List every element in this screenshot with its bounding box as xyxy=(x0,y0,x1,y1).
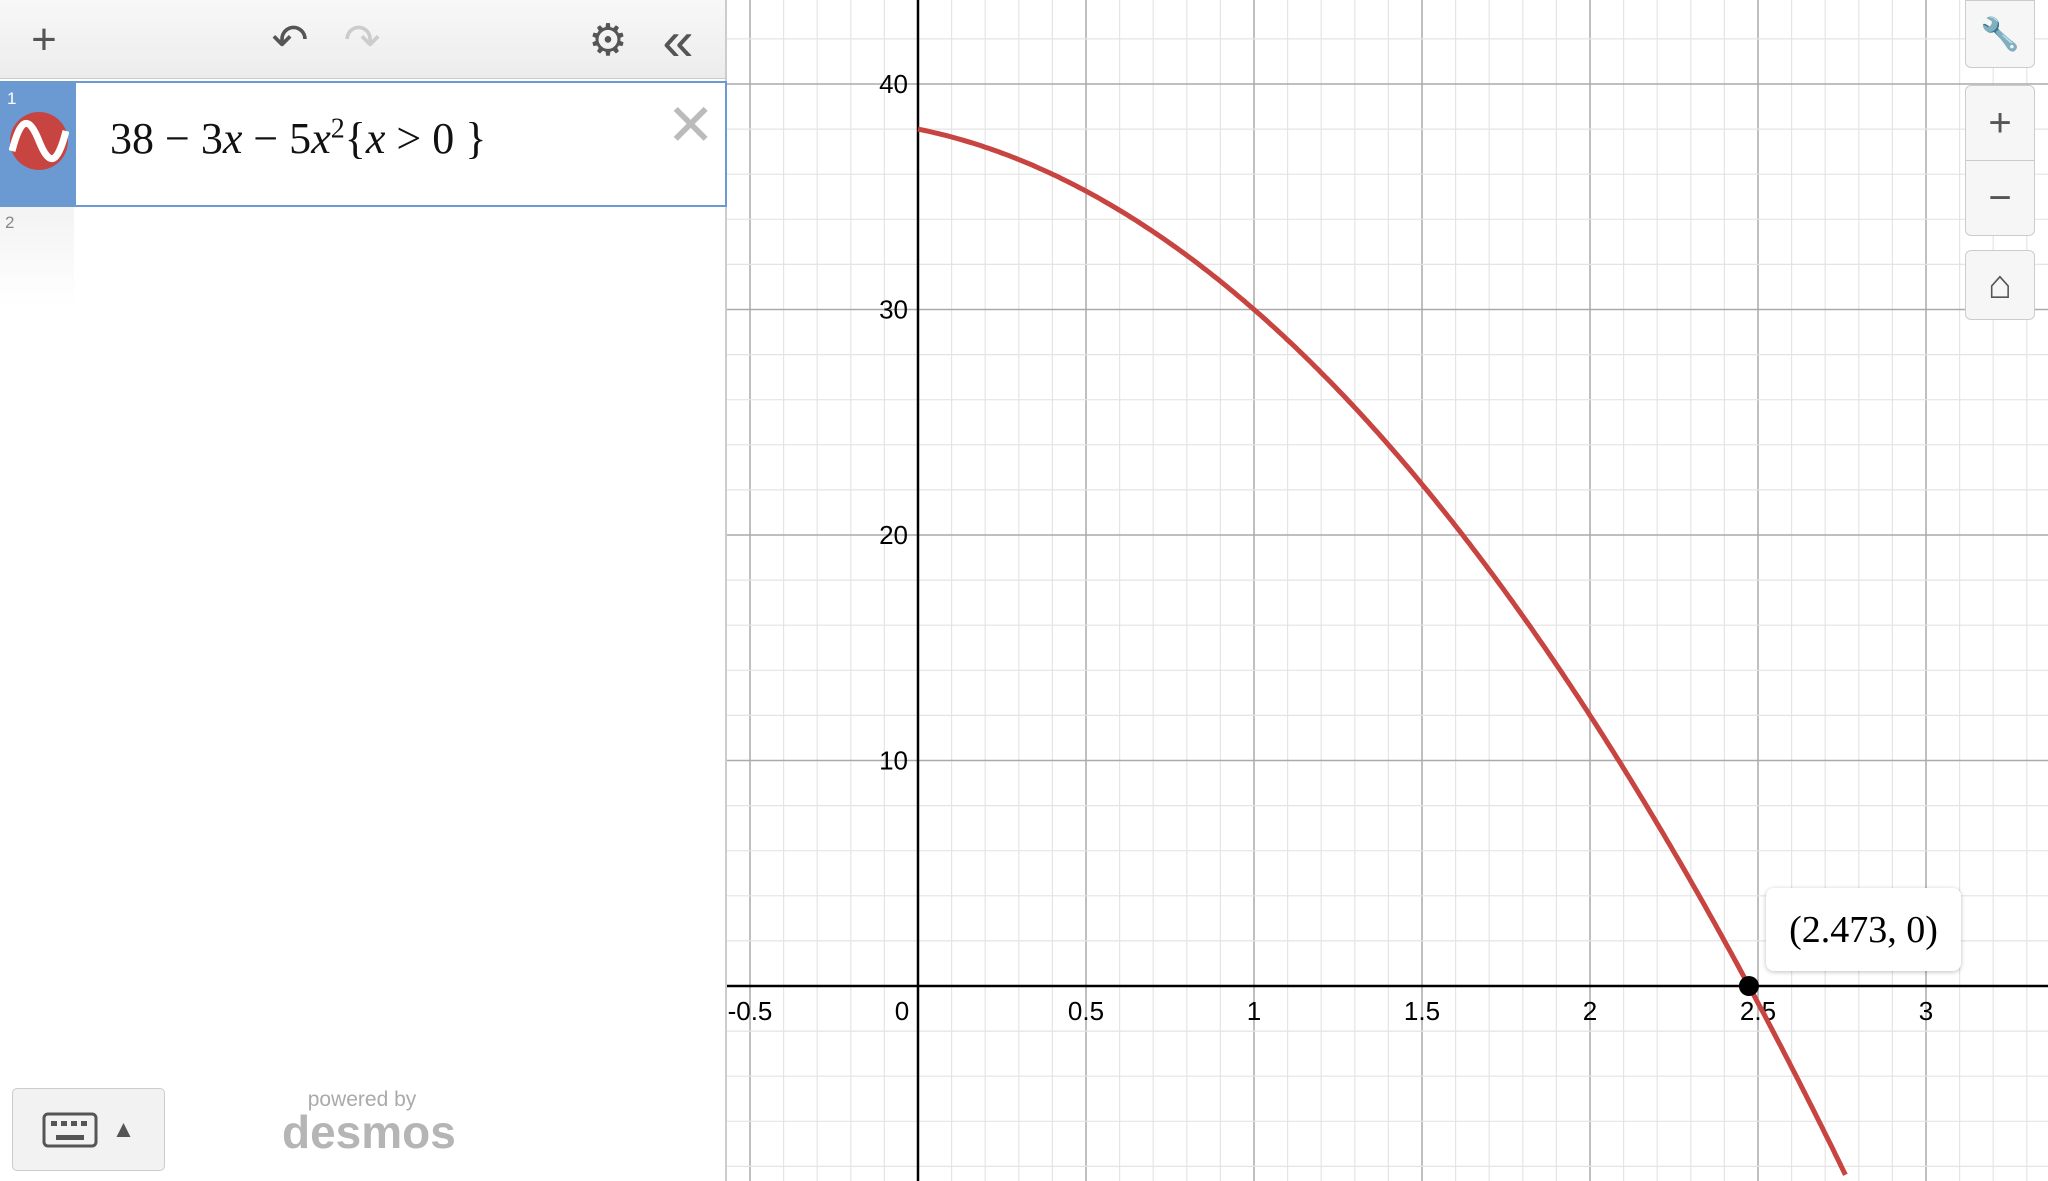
collapse-panel-button[interactable]: « xyxy=(650,9,706,72)
expr-text: { xyxy=(344,114,366,163)
plus-icon: + xyxy=(1988,100,2012,145)
sine-wave-icon[interactable] xyxy=(9,111,69,171)
desmos-logo[interactable]: powered by desmos xyxy=(282,1088,456,1158)
redo-icon: ↷ xyxy=(343,15,381,65)
graph-settings-button[interactable]: 🔧 xyxy=(1965,0,2035,68)
expression-index: 2 xyxy=(5,213,15,232)
expr-text: 38 − 3 xyxy=(110,114,223,163)
keyboard-icon xyxy=(42,1112,98,1147)
expr-text: > 0 } xyxy=(385,114,487,163)
undo-icon: ↶ xyxy=(271,15,309,65)
x-tick-label: -0.5 xyxy=(728,996,773,1026)
wrench-icon: 🔧 xyxy=(1980,16,2020,52)
x-tick-label: 2 xyxy=(1583,996,1597,1026)
keyboard-toggle-button[interactable]: ▲ xyxy=(12,1088,165,1171)
expr-var: x xyxy=(222,114,243,163)
redo-button[interactable]: ↷ xyxy=(334,12,390,68)
double-chevron-left-icon: « xyxy=(662,8,694,72)
expression-panel: + ↶ ↷ ⚙ « 1 38 − 3x − 5x2{x > 0 } ✕ 2 ▲ … xyxy=(0,0,727,1181)
expression-row[interactable]: 1 38 − 3x − 5x2{x > 0 } ✕ xyxy=(0,81,727,207)
function-curve xyxy=(917,126,1848,1176)
settings-button[interactable]: ⚙ xyxy=(580,12,636,68)
zoom-out-button[interactable]: − xyxy=(1965,160,2035,236)
x-intercept-point[interactable] xyxy=(1738,976,1759,996)
expression-row-empty[interactable]: 2 xyxy=(0,207,727,307)
undo-button[interactable]: ↶ xyxy=(262,12,318,68)
expression-toolbar: + ↶ ↷ ⚙ « xyxy=(0,0,725,79)
x-tick-label: 3 xyxy=(1919,996,1933,1026)
y-tick-label: 20 xyxy=(879,520,908,550)
plus-icon: + xyxy=(31,15,57,64)
desmos-brand: desmos xyxy=(282,1106,456,1158)
y-tick-label: 30 xyxy=(879,295,908,325)
delete-expression-button[interactable]: ✕ xyxy=(666,91,715,159)
close-icon: ✕ xyxy=(666,93,715,158)
powered-by-text: powered by xyxy=(307,1088,417,1111)
caret-up-icon: ▲ xyxy=(111,1115,136,1143)
expr-var: x xyxy=(365,114,386,163)
x-tick-label: 1 xyxy=(1247,996,1261,1026)
home-button[interactable]: ⌂ xyxy=(1965,250,2035,320)
y-tick-label: 40 xyxy=(879,69,908,99)
add-expression-button[interactable]: + xyxy=(16,12,72,68)
expression-gutter: 2 xyxy=(0,207,74,307)
point-label: (2.473, 0) xyxy=(1766,888,1961,971)
x-tick-label: 0.5 xyxy=(1068,996,1104,1026)
y-tick-label: 10 xyxy=(879,746,908,776)
gear-icon: ⚙ xyxy=(588,15,628,65)
expression-gutter: 1 xyxy=(2,83,76,205)
x-tick-label: 0 xyxy=(895,996,909,1026)
expr-exponent: 2 xyxy=(330,113,345,145)
expression-index: 1 xyxy=(7,89,17,108)
x-tick-label: 1.5 xyxy=(1404,996,1440,1026)
expression-input[interactable]: 38 − 3x − 5x2{x > 0 } xyxy=(110,113,486,164)
zoom-in-button[interactable]: + xyxy=(1965,85,2035,161)
minus-icon: − xyxy=(1988,175,2012,220)
home-icon: ⌂ xyxy=(1987,262,2013,307)
expr-var: x xyxy=(311,114,331,163)
expr-text: − 5 xyxy=(242,114,312,163)
